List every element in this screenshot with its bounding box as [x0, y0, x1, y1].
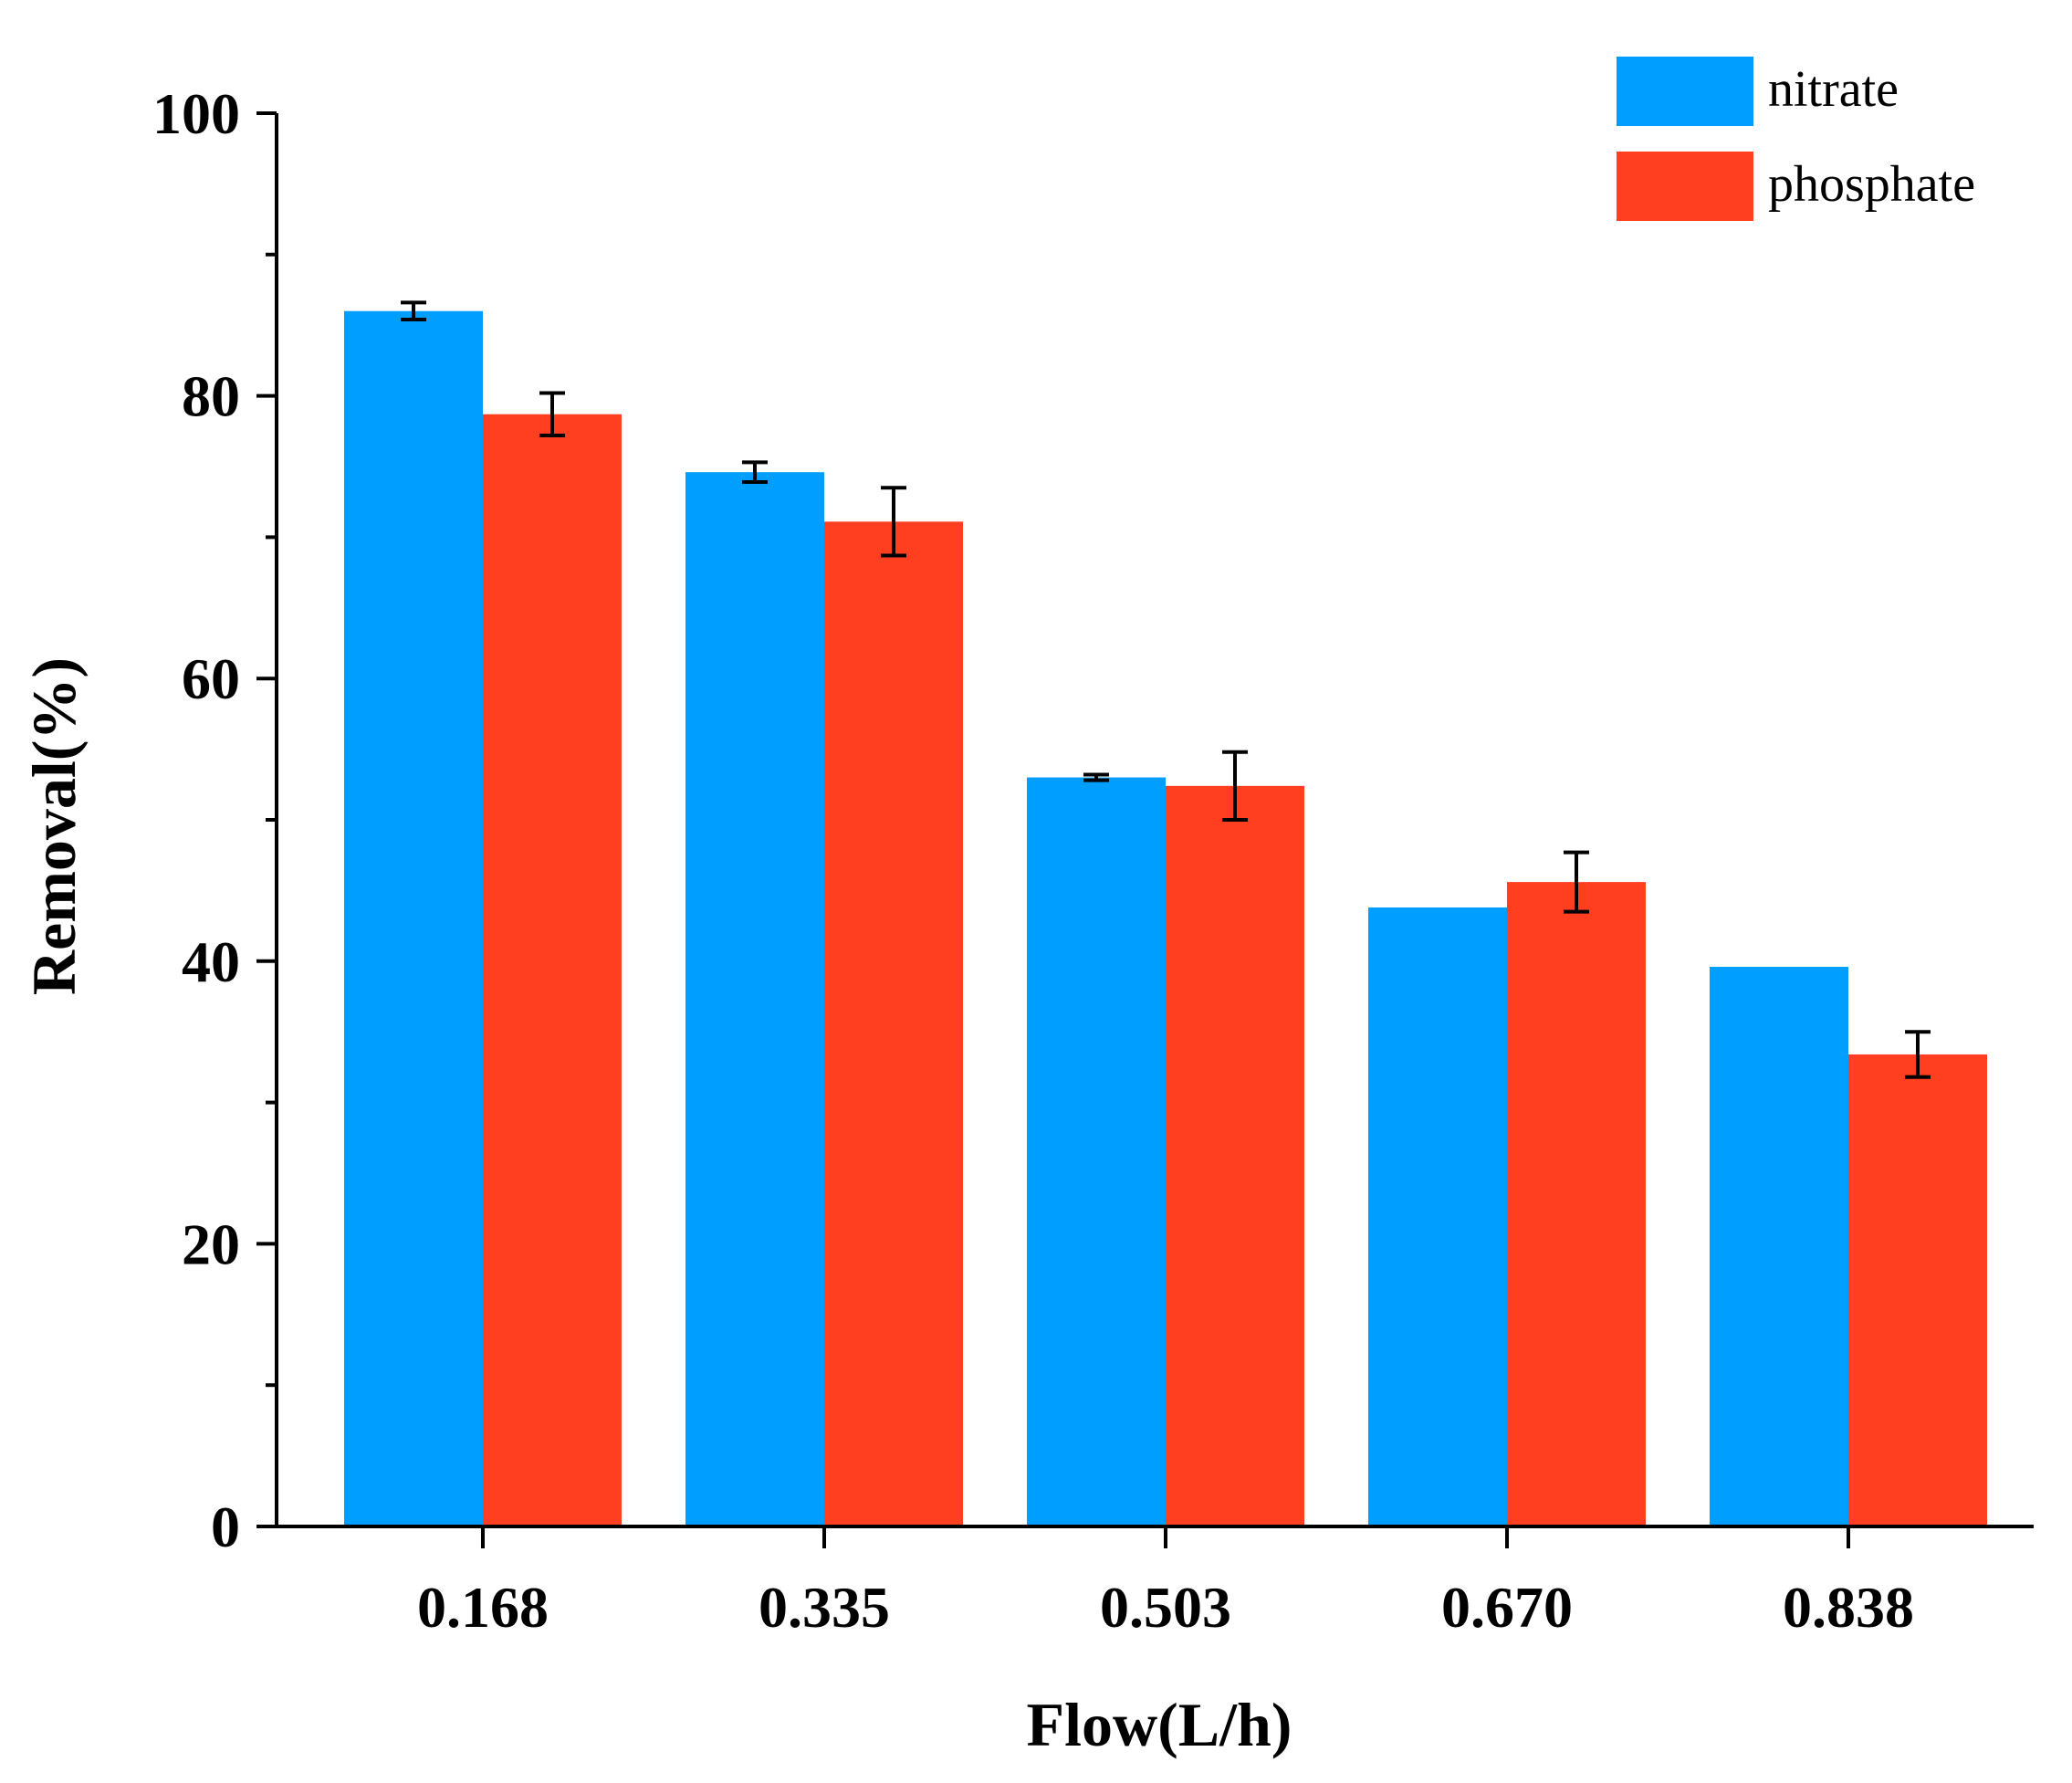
errorbar-phosphate-0_335	[881, 486, 906, 558]
x-axis-label: Flow(L/h)	[1027, 1690, 1292, 1759]
bar-nitrate-0_670	[1368, 907, 1507, 1526]
errorbar-phosphate-0_670	[1564, 850, 1589, 914]
legend-item-phosphate: phosphate	[1617, 152, 1975, 221]
bar-nitrate-0_335	[685, 472, 824, 1526]
y-tick-label: 0	[211, 1495, 240, 1559]
errorbar-phosphate-0_168	[539, 391, 565, 437]
errorbar-nitrate-0_168	[401, 300, 426, 322]
errorbar-nitrate-0_335	[742, 460, 768, 485]
legend: nitrate phosphate	[1617, 57, 1975, 221]
legend-label: phosphate	[1768, 156, 1975, 213]
y-tick-label: 100	[152, 81, 240, 146]
legend-swatch	[1617, 57, 1753, 126]
bar-phosphate-0_670	[1507, 882, 1646, 1526]
x-tick-label: 0.503	[1100, 1575, 1231, 1640]
bar-phosphate-0_838	[1848, 1054, 1987, 1526]
errorbar-phosphate-0_838	[1905, 1030, 1931, 1079]
legend-item-nitrate: nitrate	[1617, 57, 1899, 126]
legend-swatch	[1617, 152, 1753, 221]
errorbars-layer	[401, 300, 1931, 1079]
x-tick-label: 0.838	[1783, 1575, 1914, 1640]
y-tick-label: 20	[182, 1211, 240, 1276]
bar-phosphate-0_503	[1166, 785, 1304, 1526]
legend-label: nitrate	[1768, 61, 1899, 118]
y-tick-label: 40	[182, 929, 240, 994]
errorbar-nitrate-0_503	[1083, 772, 1109, 782]
y-tick-label: 60	[182, 646, 240, 711]
x-tick-label: 0.670	[1441, 1575, 1573, 1640]
bar-nitrate-0_838	[1710, 966, 1848, 1526]
y-axis-label: Removal(%)	[19, 657, 89, 995]
bar-nitrate-0_168	[344, 310, 483, 1527]
x-tick-label: 0.168	[417, 1575, 549, 1640]
bars-layer	[344, 310, 1987, 1527]
x-tick-label: 0.335	[759, 1575, 890, 1640]
bar-phosphate-0_335	[824, 521, 963, 1526]
ticks-layer: 0 20 40 60 80 100 0.168 0.335 0.503 0.670 0.838	[152, 81, 1914, 1640]
errorbar-phosphate-0_503	[1222, 750, 1248, 822]
y-tick-label: 80	[182, 364, 240, 429]
bar-phosphate-0_168	[483, 414, 622, 1526]
bar-nitrate-0_503	[1027, 777, 1166, 1526]
